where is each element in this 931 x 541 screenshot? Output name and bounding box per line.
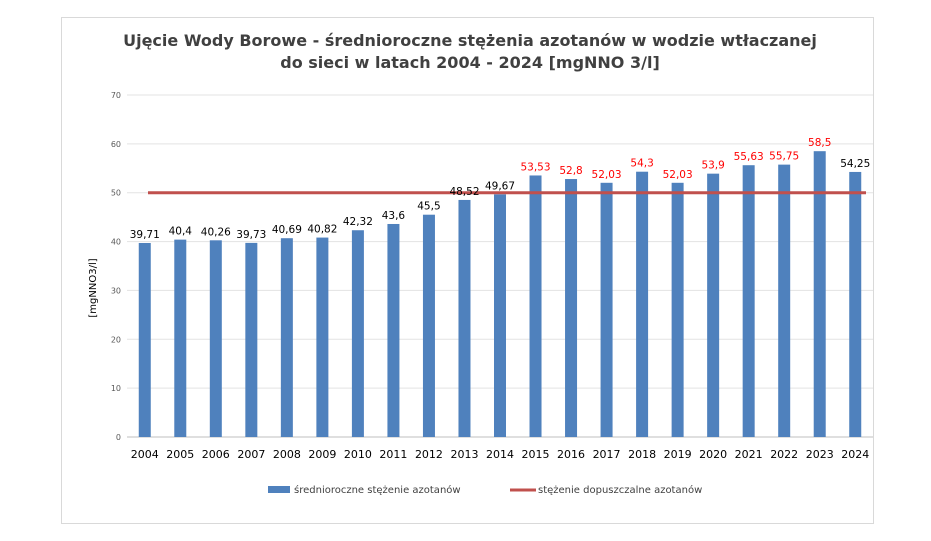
x-tick-label: 2020 — [699, 448, 727, 461]
x-tick-label: 2019 — [664, 448, 692, 461]
bar — [174, 239, 187, 437]
x-tick-label: 2006 — [202, 448, 230, 461]
y-tick-label: 0 — [116, 433, 121, 442]
bar — [458, 199, 471, 437]
data-label: 53,9 — [701, 160, 724, 172]
bar — [813, 151, 826, 437]
bar — [209, 240, 222, 437]
x-tick-label: 2018 — [628, 448, 656, 461]
data-labels: 39,71 40,4 40,26 39,73 40,69 40,82 42,32 43,6 45… — [130, 137, 871, 241]
legend-label-bars: średnioroczne stężenie azotanów — [294, 484, 461, 496]
bars — [138, 151, 862, 438]
x-tick-label: 2016 — [557, 448, 585, 461]
bar — [849, 171, 862, 437]
x-axis-ticks: 2004 2005 2006 2007 2008 2009 2010 2011 2012 2013… — [131, 448, 869, 461]
x-tick-label: 2024 — [841, 448, 869, 461]
data-label: 52,03 — [663, 169, 693, 181]
data-label: 54,3 — [630, 158, 653, 170]
bar — [529, 175, 542, 437]
bar — [387, 223, 400, 437]
bar — [742, 165, 755, 438]
data-label: 53,53 — [520, 161, 550, 173]
y-axis-ticks: 0 10 20 30 40 50 60 70 — [111, 91, 121, 442]
y-tick-label: 70 — [111, 91, 121, 100]
y-tick-label: 50 — [111, 189, 121, 198]
y-axis-label: [mgNNO3/l] — [88, 258, 99, 317]
data-label: 43,6 — [382, 210, 406, 222]
x-tick-label: 2010 — [344, 448, 372, 461]
chart-title-line: do sieci w latach 2004 - 2024 [mgNNO 3/l… — [280, 53, 660, 72]
y-tick-label: 10 — [111, 384, 121, 393]
y-tick-label: 60 — [111, 140, 121, 149]
x-tick-label: 2014 — [486, 448, 514, 461]
data-label: 42,32 — [343, 216, 373, 228]
bar — [565, 179, 578, 437]
x-tick-label: 2004 — [131, 448, 159, 461]
bar — [600, 182, 613, 437]
data-label: 54,25 — [840, 158, 870, 170]
x-tick-label: 2013 — [450, 448, 478, 461]
y-tick-label: 40 — [111, 238, 121, 247]
data-label: 58,5 — [808, 137, 831, 149]
data-label: 55,63 — [734, 151, 764, 163]
bar — [422, 214, 435, 437]
legend-swatch-bars — [268, 486, 290, 493]
data-label: 40,26 — [201, 226, 231, 238]
y-tick-label: 30 — [111, 286, 121, 295]
bar — [280, 238, 293, 437]
x-tick-label: 2012 — [415, 448, 443, 461]
x-tick-label: 2021 — [735, 448, 763, 461]
x-tick-label: 2015 — [522, 448, 550, 461]
x-tick-label: 2011 — [379, 448, 407, 461]
x-tick-label: 2005 — [166, 448, 194, 461]
data-label: 39,73 — [236, 229, 266, 241]
x-tick-label: 2022 — [770, 448, 798, 461]
legend: średnioroczne stężenie azotanów stężenie … — [268, 484, 702, 496]
bar — [707, 173, 720, 437]
bar — [316, 237, 329, 437]
x-tick-label: 2009 — [308, 448, 336, 461]
bar — [351, 230, 364, 437]
bar — [671, 182, 684, 437]
chart-title: Ujęcie Wody Borowe - średnioroczne stęże… — [123, 31, 817, 72]
chart-title-line: Ujęcie Wody Borowe - średnioroczne stęże… — [123, 31, 817, 50]
x-tick-label: 2017 — [593, 448, 621, 461]
data-label: 52,03 — [592, 169, 622, 181]
data-label: 40,4 — [169, 226, 193, 238]
x-tick-label: 2007 — [237, 448, 265, 461]
data-label: 52,8 — [559, 165, 582, 177]
data-label: 45,5 — [417, 201, 440, 213]
data-label: 39,71 — [130, 229, 160, 241]
data-label: 49,67 — [485, 180, 515, 192]
y-tick-label: 20 — [111, 335, 121, 344]
x-tick-label: 2023 — [806, 448, 834, 461]
legend-label-line: stężenie dopuszczalne azotanów — [538, 484, 702, 496]
data-label: 40,82 — [307, 224, 337, 236]
bar — [636, 171, 649, 437]
bar — [245, 242, 258, 437]
bar — [778, 164, 791, 437]
x-tick-label: 2008 — [273, 448, 301, 461]
bar — [138, 242, 151, 437]
data-label: 40,69 — [272, 224, 302, 236]
data-label: 55,75 — [769, 151, 799, 163]
data-label: 48,52 — [449, 186, 479, 198]
bar — [494, 194, 506, 437]
